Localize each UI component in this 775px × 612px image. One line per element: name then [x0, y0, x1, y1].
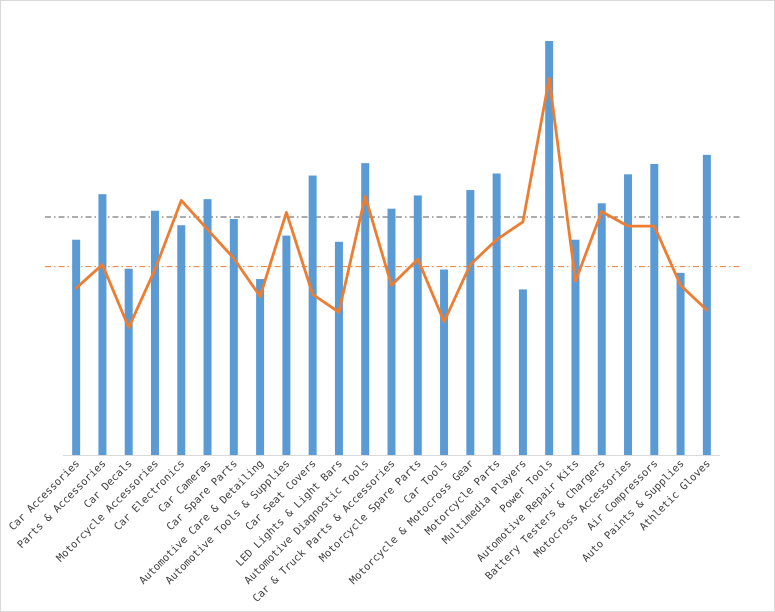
bar [492, 173, 501, 456]
bar [98, 194, 107, 455]
bar [334, 241, 343, 455]
bar [177, 225, 186, 455]
bar [440, 269, 449, 455]
bar [650, 163, 659, 455]
bar [624, 174, 633, 456]
bar [256, 279, 265, 455]
bar [466, 190, 475, 456]
series-line [74, 76, 709, 329]
bar [702, 154, 711, 455]
bar [545, 41, 554, 455]
bar [282, 235, 291, 455]
bar [518, 289, 527, 455]
bar [387, 208, 396, 455]
bar [229, 219, 238, 455]
bar [676, 272, 685, 455]
bar [308, 175, 317, 456]
bar-series [72, 41, 711, 456]
bar [124, 268, 133, 455]
bar [203, 199, 212, 455]
bar [413, 195, 422, 455]
bar [72, 239, 81, 455]
bar [361, 163, 370, 455]
bar [150, 210, 159, 455]
bar [597, 203, 606, 455]
bar [571, 239, 580, 455]
line-series [74, 76, 709, 329]
